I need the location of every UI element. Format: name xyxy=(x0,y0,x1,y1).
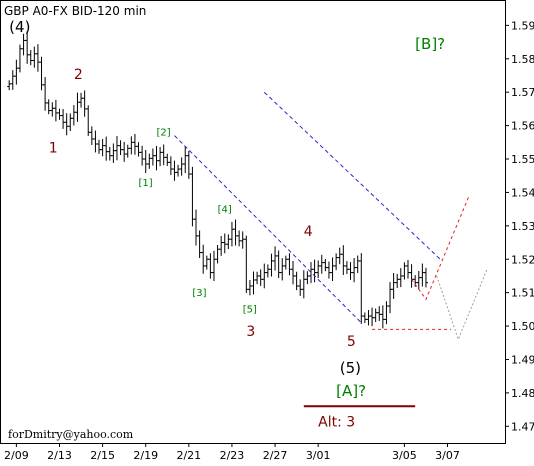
x-tick: 2/27 xyxy=(263,443,288,462)
wave-labels: (4) 2 1 [2] [1] [4] [3] [5] 3 4 5 (5) [A]? [B]? Alt: 3 xyxy=(9,18,445,430)
channel-upper-line xyxy=(263,91,441,260)
x-tick: 3/07 xyxy=(435,443,460,462)
wave-label: [3] xyxy=(192,288,206,299)
x-tick: 3/05 xyxy=(392,443,417,462)
y-tick-label: 1.59 xyxy=(511,19,534,32)
wave-label: 3 xyxy=(246,324,255,340)
wave-label: 1 xyxy=(49,140,58,156)
y-tick: 1.47 xyxy=(505,420,534,433)
y-axis: 1.47 1.48 1.49 1.50 1.51 1.52 1.53 1.54 1.55 1.56… xyxy=(505,19,534,433)
projection-path-alt xyxy=(436,269,488,341)
x-tick-label: 3/01 xyxy=(306,449,331,462)
x-tick: 2/09 xyxy=(4,443,29,462)
price-bar xyxy=(423,267,428,288)
wave-label: [B]? xyxy=(415,35,445,53)
wave-overlays xyxy=(174,91,488,408)
y-tick: 1.51 xyxy=(505,287,534,300)
y-tick-label: 1.52 xyxy=(511,253,534,266)
y-tick: 1.57 xyxy=(505,86,534,99)
wave-label: [2] xyxy=(156,128,170,139)
x-tick-label: 2/19 xyxy=(133,449,158,462)
channel-lower-line xyxy=(174,135,362,324)
wave-label: [1] xyxy=(139,178,153,189)
x-tick-label: 2/15 xyxy=(90,449,115,462)
footer-email: forDmitry@yahoo.com xyxy=(8,428,134,441)
y-tick: 1.58 xyxy=(505,53,534,66)
y-tick-label: 1.53 xyxy=(511,220,534,233)
y-tick-label: 1.48 xyxy=(511,387,534,400)
wave-label: 2 xyxy=(74,67,83,83)
y-tick-label: 1.54 xyxy=(511,186,534,199)
wave-label: [5] xyxy=(243,305,257,316)
y-tick: 1.49 xyxy=(505,353,534,366)
y-tick-label: 1.47 xyxy=(511,420,534,433)
x-tick: 2/19 xyxy=(133,443,158,462)
y-tick-label: 1.57 xyxy=(511,86,534,99)
y-tick-label: 1.51 xyxy=(511,287,534,300)
x-axis: 2/09 2/13 2/15 2/19 2/21 2/23 2/27 3/01 3/05 3/07 xyxy=(4,443,460,462)
x-tick-label: 2/09 xyxy=(4,449,29,462)
x-tick: 3/01 xyxy=(306,443,331,462)
x-tick: 2/13 xyxy=(47,443,72,462)
x-tick-label: 2/21 xyxy=(176,449,201,462)
x-tick: 2/15 xyxy=(90,443,115,462)
chart-title: GBP A0-FX BID-120 min xyxy=(4,4,146,18)
x-tick-label: 2/23 xyxy=(220,449,245,462)
y-tick: 1.50 xyxy=(505,320,534,333)
plot-frame xyxy=(0,0,506,444)
y-tick: 1.48 xyxy=(505,387,534,400)
x-tick-label: 3/07 xyxy=(435,449,460,462)
y-tick: 1.59 xyxy=(505,19,534,32)
y-tick-label: 1.55 xyxy=(511,153,534,166)
y-tick-label: 1.50 xyxy=(511,320,534,333)
wave-label: 4 xyxy=(304,224,313,240)
y-tick-label: 1.49 xyxy=(511,353,534,366)
y-tick-label: 1.58 xyxy=(511,53,534,66)
wave-label: [A]? xyxy=(336,382,366,400)
x-tick-label: 2/13 xyxy=(47,449,72,462)
wave-label: (4) xyxy=(9,18,30,36)
y-tick: 1.52 xyxy=(505,253,534,266)
x-tick-label: 2/27 xyxy=(263,449,288,462)
wave-label: [4] xyxy=(218,204,232,215)
y-tick: 1.53 xyxy=(505,220,534,233)
y-tick-label: 1.56 xyxy=(511,120,534,133)
y-tick: 1.55 xyxy=(505,153,534,166)
x-tick: 2/21 xyxy=(176,443,201,462)
wave-label: (5) xyxy=(340,359,361,377)
y-tick: 1.56 xyxy=(505,120,534,133)
price-bars xyxy=(7,31,428,329)
y-tick: 1.54 xyxy=(505,186,534,199)
x-tick-label: 3/05 xyxy=(392,449,417,462)
projection-path-main xyxy=(411,195,470,301)
wave-label: Alt: 3 xyxy=(318,414,355,430)
wave-label: 5 xyxy=(347,334,356,350)
x-tick: 2/23 xyxy=(220,443,245,462)
